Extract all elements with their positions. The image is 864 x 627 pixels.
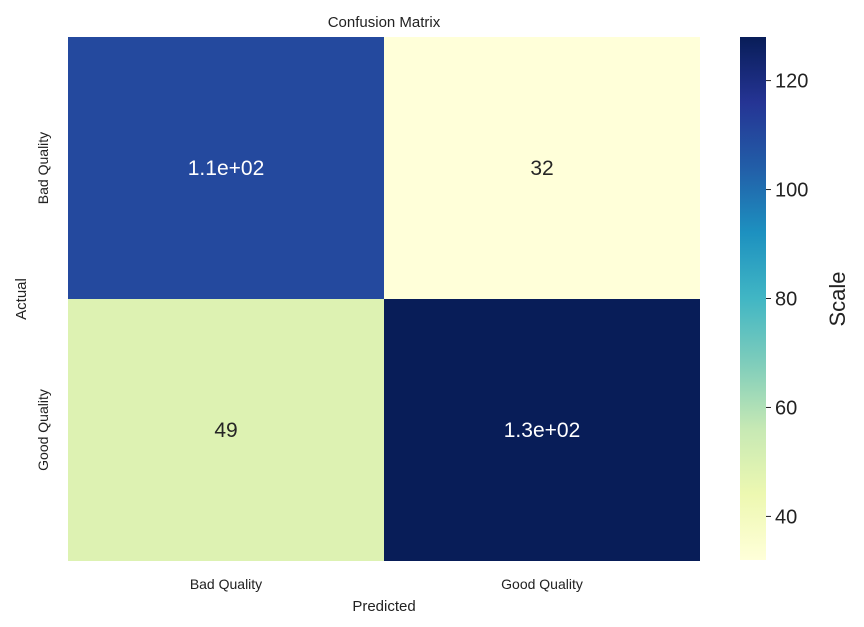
x-tick-labels: Bad Quality Good Quality bbox=[190, 576, 583, 592]
y-tick-label: Good Quality bbox=[35, 389, 51, 471]
colorbar-ticks: 40 60 80 100 120 bbox=[766, 71, 808, 528]
colorbar-label: Scale bbox=[825, 271, 850, 326]
heatmap-cell bbox=[384, 299, 700, 561]
cell-annotation: 49 bbox=[214, 419, 237, 442]
x-axis-label: Predicted bbox=[352, 598, 415, 615]
colorbar-tick-label: 120 bbox=[775, 71, 808, 93]
y-axis-label: Actual bbox=[13, 278, 30, 320]
y-tick-label: Bad Quality bbox=[35, 132, 51, 204]
heatmap-cell bbox=[68, 37, 384, 299]
colorbar-tick-label: 60 bbox=[775, 397, 797, 419]
y-tick-labels: Bad Quality Good Quality bbox=[35, 132, 51, 471]
cell-annotation: 1.1e+02 bbox=[188, 157, 265, 180]
chart-title: Confusion Matrix bbox=[328, 14, 441, 31]
cell-annotation: 32 bbox=[530, 157, 553, 180]
heatmap-cell bbox=[68, 299, 384, 561]
colorbar: 40 60 80 100 120 Scale bbox=[740, 37, 850, 560]
heatmap-cells: 1.1e+02 32 49 1.3e+02 bbox=[68, 37, 700, 561]
colorbar-gradient bbox=[740, 37, 766, 560]
heatmap-cell bbox=[384, 37, 700, 299]
colorbar-tick-label: 80 bbox=[775, 289, 797, 311]
cell-annotation: 1.3e+02 bbox=[504, 419, 581, 442]
colorbar-tick-label: 100 bbox=[775, 180, 808, 202]
x-tick-label: Bad Quality bbox=[190, 576, 262, 592]
x-tick-label: Good Quality bbox=[501, 576, 583, 592]
colorbar-tick-label: 40 bbox=[775, 506, 797, 528]
